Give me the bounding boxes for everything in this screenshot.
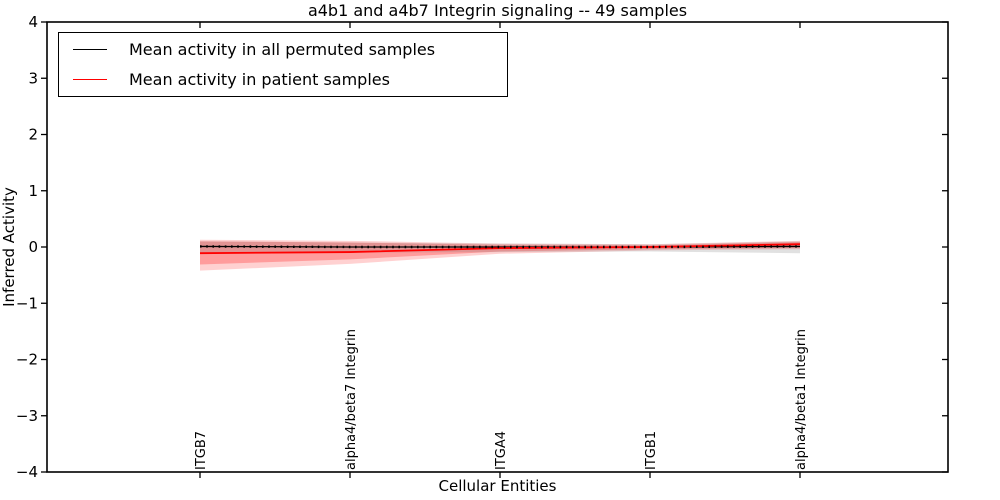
y-tick-label: 4	[28, 13, 38, 31]
x-axis-label: Cellular Entities	[438, 477, 557, 495]
y-tick-label: −2	[16, 351, 38, 369]
legend-label-patient: Mean activity in patient samples	[129, 70, 390, 90]
plot-layer	[199, 239, 801, 271]
legend-entry-patient: Mean activity in patient samples	[59, 66, 507, 94]
y-tick-label: 0	[28, 238, 38, 256]
y-tick-label: −1	[16, 294, 38, 312]
x-tick-label: ITGB7	[194, 431, 209, 470]
chart-title: a4b1 and a4b7 Integrin signaling -- 49 s…	[307, 1, 688, 20]
legend-entry-permuted: Mean activity in all permuted samples	[59, 35, 507, 63]
legend-line-sample-black	[73, 48, 107, 50]
tick-layer: 4 3 2 1 0 −1 −2 −3 −4 ITGB7 alpha4/beta7 Integrin I…	[16, 13, 948, 481]
x-tick-label: ITGB1	[644, 431, 659, 470]
series-line-1	[199, 243, 801, 255]
y-tick-label: −4	[16, 463, 38, 481]
legend-box: Mean activity in all permuted samples Me…	[58, 32, 508, 97]
legend-label-permuted: Mean activity in all permuted samples	[129, 39, 436, 59]
y-axis-label: Inferred Activity	[0, 187, 18, 307]
y-tick-label: −3	[16, 407, 38, 425]
legend-line-sample-red	[73, 79, 107, 81]
x-tick-label: alpha4/beta1 Integrin	[794, 329, 809, 470]
zero-dotted-line	[199, 245, 801, 249]
y-tick-label: 3	[28, 69, 38, 87]
x-tick-label: ITGA4	[494, 431, 509, 470]
x-tick-label: alpha4/beta7 Integrin	[344, 329, 359, 470]
y-tick-label: 1	[28, 182, 38, 200]
y-tick-label: 2	[28, 126, 38, 144]
